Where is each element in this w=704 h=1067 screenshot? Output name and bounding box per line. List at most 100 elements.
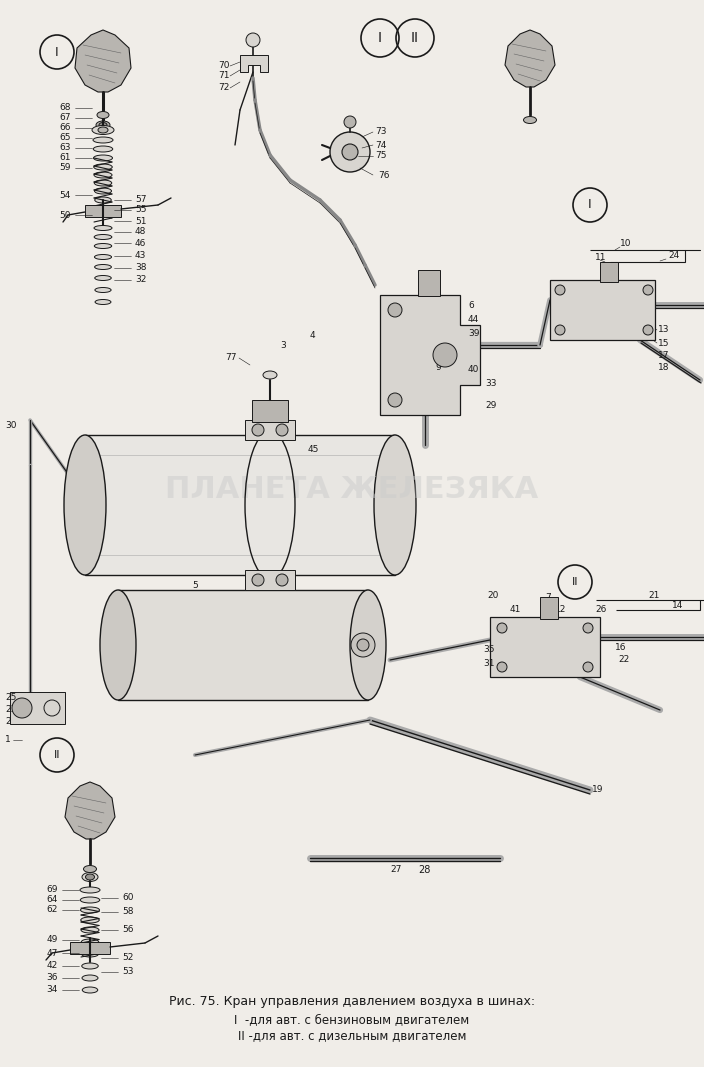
Text: 71: 71	[218, 71, 230, 80]
Circle shape	[388, 303, 402, 317]
Ellipse shape	[82, 987, 98, 993]
Ellipse shape	[94, 155, 113, 161]
Ellipse shape	[64, 435, 106, 575]
Circle shape	[252, 574, 264, 586]
Ellipse shape	[94, 243, 112, 249]
Text: 13: 13	[658, 325, 670, 334]
Text: 70: 70	[218, 62, 230, 70]
Text: 45: 45	[308, 446, 320, 455]
Text: 68: 68	[60, 103, 71, 112]
Text: 40: 40	[468, 366, 479, 375]
Ellipse shape	[100, 590, 136, 700]
Text: 2: 2	[5, 717, 11, 727]
Text: 64: 64	[46, 895, 58, 905]
Text: 65: 65	[60, 133, 71, 143]
Circle shape	[388, 393, 402, 407]
Polygon shape	[380, 294, 480, 415]
Text: 72: 72	[219, 83, 230, 93]
Circle shape	[344, 116, 356, 128]
Ellipse shape	[94, 235, 112, 239]
Ellipse shape	[99, 123, 107, 127]
Text: 14: 14	[672, 601, 684, 609]
Ellipse shape	[85, 874, 94, 880]
Ellipse shape	[94, 188, 111, 194]
Text: 23: 23	[5, 705, 16, 715]
Bar	[540, 598, 558, 619]
Text: 4: 4	[310, 331, 315, 339]
Ellipse shape	[82, 975, 98, 981]
Text: 35: 35	[483, 646, 494, 654]
Text: 25: 25	[5, 694, 16, 702]
Bar	[118, 590, 368, 700]
Text: 41: 41	[510, 605, 522, 615]
Text: I: I	[55, 46, 59, 59]
Circle shape	[246, 33, 260, 47]
Text: II: II	[411, 31, 419, 45]
Ellipse shape	[81, 939, 99, 945]
Ellipse shape	[94, 180, 112, 186]
Text: 44: 44	[468, 316, 479, 324]
Text: 38: 38	[135, 264, 146, 272]
Text: I: I	[378, 31, 382, 45]
Text: 49: 49	[46, 936, 58, 944]
Text: 61: 61	[60, 154, 71, 162]
Text: 5: 5	[192, 580, 198, 589]
Text: 10: 10	[620, 239, 631, 249]
Ellipse shape	[82, 964, 99, 969]
Text: 75: 75	[375, 152, 386, 160]
Text: 63: 63	[60, 143, 71, 153]
Text: 31: 31	[483, 658, 494, 668]
Polygon shape	[240, 55, 268, 71]
Text: 12: 12	[555, 605, 567, 615]
Text: 50: 50	[60, 210, 71, 220]
Ellipse shape	[96, 121, 110, 129]
Ellipse shape	[93, 137, 113, 143]
Text: 26: 26	[595, 605, 606, 615]
Ellipse shape	[80, 907, 99, 913]
Text: ПЛАНЕТА ЖЕЛЕЗЯКА: ПЛАНЕТА ЖЕЛЕЗЯКА	[165, 476, 539, 505]
Circle shape	[583, 662, 593, 672]
Text: 29: 29	[485, 400, 496, 410]
Bar	[490, 617, 600, 676]
Circle shape	[276, 574, 288, 586]
Text: 19: 19	[592, 785, 603, 795]
Text: 66: 66	[60, 124, 71, 132]
Circle shape	[351, 633, 375, 657]
Text: 77: 77	[225, 353, 237, 363]
Text: Рис. 75. Кран управления давлением воздуха в шинах:: Рис. 75. Кран управления давлением возду…	[169, 996, 535, 1008]
Ellipse shape	[81, 927, 99, 933]
Text: 17: 17	[658, 351, 670, 361]
Text: 24: 24	[668, 252, 679, 260]
Bar	[85, 205, 121, 217]
Circle shape	[643, 325, 653, 335]
Circle shape	[276, 424, 288, 436]
Text: 59: 59	[60, 163, 71, 173]
Text: I: I	[588, 198, 592, 211]
Text: 7: 7	[545, 592, 551, 602]
Text: 42: 42	[46, 961, 58, 971]
Text: 55: 55	[135, 206, 146, 214]
Ellipse shape	[94, 225, 112, 230]
Text: 57: 57	[135, 195, 146, 205]
Ellipse shape	[80, 887, 100, 893]
Text: 20: 20	[487, 590, 498, 600]
Text: 36: 36	[46, 973, 58, 983]
Text: II -для авт. с дизельным двигателем: II -для авт. с дизельным двигателем	[238, 1030, 466, 1042]
Text: 53: 53	[122, 968, 134, 976]
Text: 30: 30	[5, 420, 16, 430]
Text: 27: 27	[390, 865, 401, 875]
Ellipse shape	[94, 172, 112, 178]
Circle shape	[252, 424, 264, 436]
Ellipse shape	[97, 111, 109, 118]
Ellipse shape	[93, 146, 113, 152]
Circle shape	[555, 285, 565, 294]
Text: 76: 76	[378, 171, 389, 179]
Text: 48: 48	[135, 227, 146, 237]
Text: 67: 67	[60, 113, 71, 123]
Circle shape	[643, 285, 653, 294]
Text: 52: 52	[122, 954, 133, 962]
Text: 32: 32	[135, 275, 146, 285]
Bar	[600, 262, 618, 282]
Bar	[550, 280, 655, 340]
Text: II: II	[54, 750, 61, 760]
